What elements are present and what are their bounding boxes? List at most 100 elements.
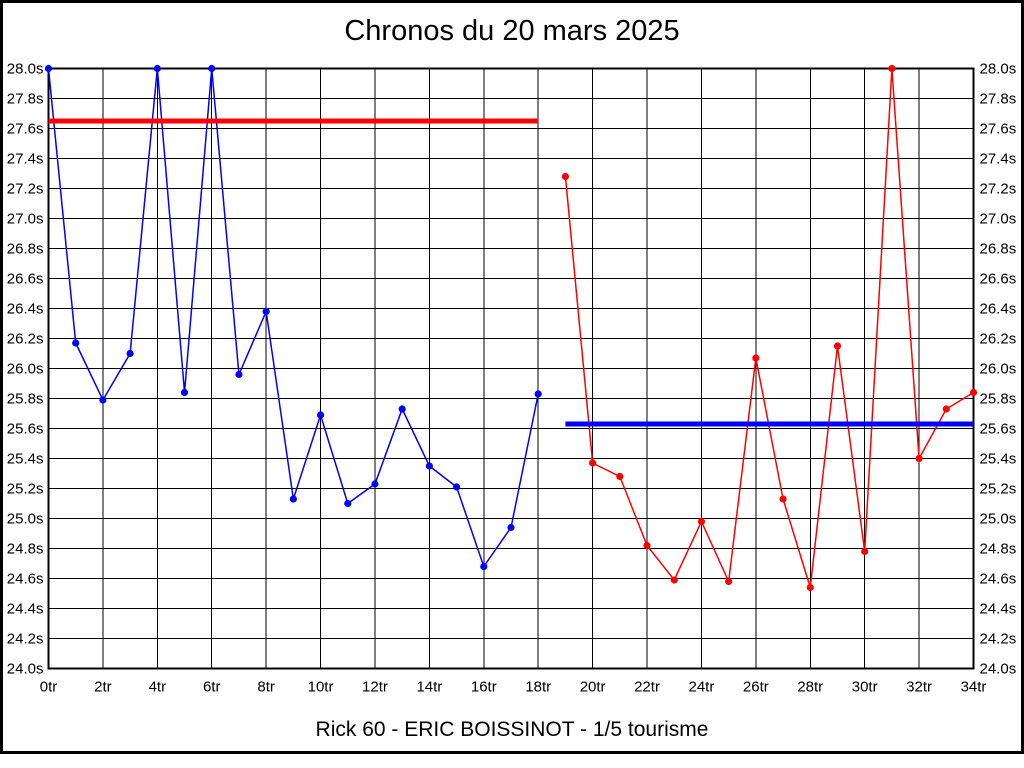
y-axis-label-right: 28.0s xyxy=(980,61,1017,78)
y-axis-label-left: 27.4s xyxy=(7,151,44,168)
x-axis-label: 4tr xyxy=(149,679,167,696)
x-axis-label: 26tr xyxy=(743,679,769,696)
y-axis-label-right: 24.4s xyxy=(980,601,1017,618)
y-axis-label-left: 26.0s xyxy=(7,361,44,378)
data-point xyxy=(697,517,706,526)
data-point xyxy=(44,64,53,73)
data-point xyxy=(425,462,433,470)
data-point xyxy=(208,64,216,73)
y-axis-label-right: 26.2s xyxy=(980,331,1017,348)
data-point xyxy=(752,354,760,362)
y-axis-label-left: 24.6s xyxy=(7,571,44,588)
y-axis-label-left: 25.8s xyxy=(7,391,44,408)
series-session-2-red xyxy=(561,64,978,592)
y-axis-label-right: 26.0s xyxy=(980,361,1017,378)
y-axis-label-left: 25.0s xyxy=(7,511,44,528)
y-axis-label-right: 25.4s xyxy=(980,451,1017,468)
data-point xyxy=(180,388,189,397)
x-axis-label: 20tr xyxy=(580,679,606,696)
chart-title: Chronos du 20 mars 2025 xyxy=(344,15,680,47)
data-point xyxy=(969,388,978,397)
series-line xyxy=(564,68,974,588)
y-axis-label-left: 26.8s xyxy=(7,241,44,258)
data-point xyxy=(725,577,733,586)
x-axis-label: 2tr xyxy=(94,679,112,696)
y-axis-label-left: 27.2s xyxy=(7,181,44,198)
y-axis-label-right: 25.2s xyxy=(980,481,1017,498)
data-point xyxy=(99,396,107,404)
y-axis-label-left: 25.4s xyxy=(7,451,44,468)
data-point xyxy=(561,172,570,181)
y-axis-label-left: 27.8s xyxy=(7,91,44,108)
x-axis-label: 34tr xyxy=(961,679,987,696)
x-axis-label: 32tr xyxy=(906,679,932,696)
data-point xyxy=(942,405,950,413)
data-point xyxy=(235,370,243,379)
y-axis-label-right: 27.0s xyxy=(980,211,1017,228)
x-axis-label: 16tr xyxy=(471,679,497,696)
y-axis-label-left: 27.0s xyxy=(7,211,44,228)
y-axis-label-right: 26.4s xyxy=(980,301,1017,318)
data-point xyxy=(452,483,461,491)
x-axis-label: 18tr xyxy=(525,679,551,696)
data-point xyxy=(262,307,270,316)
y-axis-label-right: 24.2s xyxy=(980,631,1017,648)
x-axis-label: 22tr xyxy=(634,679,660,696)
y-axis-label-left: 25.6s xyxy=(7,421,44,438)
data-point xyxy=(643,541,651,550)
axis-tick-labels: 28.0s 28.0s 27.8s 27.8s 27.6s 27.6s 27.4s 27.4s… xyxy=(7,61,1016,696)
data-point xyxy=(616,472,624,481)
x-axis-label: 10tr xyxy=(308,679,334,696)
plot-frame xyxy=(47,67,975,670)
data-point xyxy=(289,495,297,503)
data-point xyxy=(72,339,80,347)
y-axis-label-right: 24.0s xyxy=(980,661,1017,678)
x-axis-label: 30tr xyxy=(852,679,878,696)
x-axis-label: 0tr xyxy=(40,679,58,696)
data-point xyxy=(806,583,814,592)
x-axis-label: 6tr xyxy=(203,679,221,696)
x-axis-label: 8tr xyxy=(257,679,275,696)
chart-footer: Rick 60 - ERIC BOISSINOT - 1/5 tourisme xyxy=(315,718,709,741)
y-axis-label-left: 24.8s xyxy=(7,541,44,558)
x-axis-label: 28tr xyxy=(797,679,823,696)
x-axis-label: 12tr xyxy=(362,679,388,696)
data-point xyxy=(589,459,597,467)
y-axis-label-left: 28.0s xyxy=(7,61,44,78)
data-point xyxy=(344,499,352,508)
data-point xyxy=(888,64,896,73)
y-axis-label-right: 25.8s xyxy=(980,391,1017,408)
y-axis-label-left: 26.4s xyxy=(7,301,44,318)
data-point xyxy=(534,390,542,398)
data-point xyxy=(153,64,161,73)
y-axis-label-right: 27.6s xyxy=(980,121,1017,138)
y-axis-label-right: 27.4s xyxy=(980,151,1017,168)
y-axis-label-right: 25.0s xyxy=(980,511,1017,528)
y-axis-label-left: 27.6s xyxy=(7,121,44,138)
y-axis-label-left: 24.2s xyxy=(7,631,44,648)
data-point xyxy=(861,547,869,556)
y-axis-label-right: 24.6s xyxy=(980,571,1017,588)
data-point xyxy=(316,411,325,419)
series-session-1-blue xyxy=(44,64,542,571)
data-point xyxy=(398,405,406,413)
data-point xyxy=(507,523,515,532)
y-axis-label-left: 25.2s xyxy=(7,481,44,498)
y-axis-label-right: 25.6s xyxy=(980,421,1017,438)
y-axis-label-right: 26.6s xyxy=(980,271,1017,288)
x-axis-label: 24tr xyxy=(689,679,715,696)
y-axis-label-left: 24.0s xyxy=(7,661,44,678)
y-axis-label-right: 27.2s xyxy=(980,181,1017,198)
y-axis-label-left: 24.4s xyxy=(7,601,44,618)
y-axis-label-left: 26.2s xyxy=(7,331,44,348)
data-point xyxy=(371,480,379,488)
data-point xyxy=(915,454,923,463)
data-point xyxy=(779,495,787,503)
data-point xyxy=(480,562,488,571)
data-point xyxy=(833,342,842,350)
data-point xyxy=(670,576,678,584)
x-axis-label: 14tr xyxy=(416,679,442,696)
data-point xyxy=(126,349,134,358)
series-line xyxy=(47,68,539,569)
